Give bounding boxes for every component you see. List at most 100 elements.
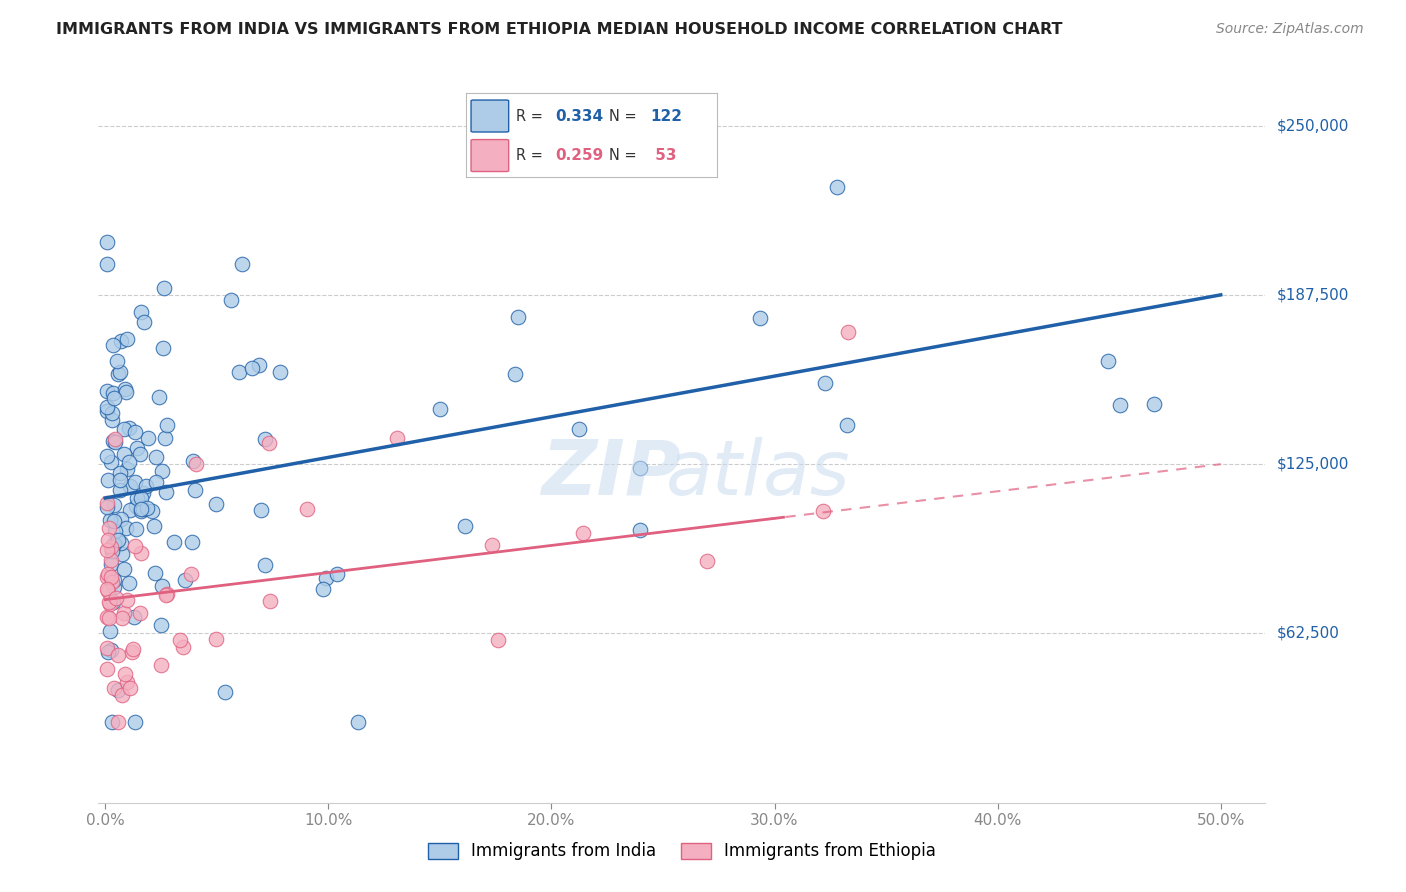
Text: $250,000: $250,000 <box>1277 118 1348 133</box>
Point <box>156 587 179 601</box>
Point <box>111 611 134 625</box>
Point <box>124 425 146 440</box>
Point <box>100 570 122 584</box>
Point <box>1143 397 1166 411</box>
Point <box>97 473 120 487</box>
Text: $62,500: $62,500 <box>1277 626 1340 641</box>
Point <box>124 475 146 490</box>
Point <box>149 658 172 673</box>
Point <box>104 432 127 446</box>
Point <box>142 519 165 533</box>
Point <box>128 607 150 621</box>
Point <box>132 502 155 516</box>
Point <box>112 562 135 576</box>
Point <box>506 310 529 324</box>
Point <box>572 526 595 541</box>
Point <box>214 685 236 699</box>
Point <box>96 641 118 656</box>
Text: Source: ZipAtlas.com: Source: ZipAtlas.com <box>1216 22 1364 37</box>
Point <box>108 365 131 379</box>
Text: IMMIGRANTS FROM INDIA VS IMMIGRANTS FROM ETHIOPIA MEDIAN HOUSEHOLD INCOME CORREL: IMMIGRANTS FROM INDIA VS IMMIGRANTS FROM… <box>56 22 1063 37</box>
Point <box>131 486 153 500</box>
Point <box>124 714 146 729</box>
Point <box>101 406 124 420</box>
Point <box>100 642 122 657</box>
Point <box>118 455 141 469</box>
Point <box>115 462 138 476</box>
Point <box>145 450 167 464</box>
Point <box>101 337 124 351</box>
Point <box>481 538 503 552</box>
Point <box>385 431 408 445</box>
Point <box>96 570 118 584</box>
Point <box>628 461 651 475</box>
Point <box>97 521 120 535</box>
Point <box>118 421 141 435</box>
Point <box>129 447 152 461</box>
Point <box>148 390 170 404</box>
Point <box>104 434 127 449</box>
Point <box>107 533 129 548</box>
Point <box>249 503 271 517</box>
Point <box>100 540 122 554</box>
Point <box>247 358 270 372</box>
Point <box>503 368 526 382</box>
Point <box>259 436 281 450</box>
Point <box>134 315 156 329</box>
Point <box>181 454 204 468</box>
Point <box>97 611 120 625</box>
Text: $125,000: $125,000 <box>1277 457 1348 472</box>
Point <box>98 513 121 527</box>
Point <box>295 501 318 516</box>
Point <box>101 385 124 400</box>
Point <box>429 401 451 416</box>
Point <box>103 498 125 512</box>
Point <box>155 588 177 602</box>
Point <box>186 458 208 472</box>
Point <box>184 483 207 497</box>
Point <box>103 537 125 551</box>
Point <box>107 648 129 662</box>
Point <box>124 539 146 553</box>
Point <box>150 463 173 477</box>
Point <box>96 384 118 398</box>
Point <box>135 500 157 515</box>
Point <box>110 334 132 348</box>
Point <box>120 479 142 493</box>
Text: $187,500: $187,500 <box>1277 287 1348 302</box>
Point <box>454 519 477 533</box>
Point <box>96 500 118 514</box>
Point <box>96 449 118 463</box>
Point <box>122 642 145 657</box>
Point <box>813 504 835 518</box>
Point <box>696 554 718 568</box>
Point <box>96 609 118 624</box>
Point <box>100 574 122 589</box>
Point <box>103 574 125 588</box>
Point <box>105 353 128 368</box>
Point <box>111 689 134 703</box>
Point <box>96 400 118 414</box>
Point <box>98 595 121 609</box>
Point <box>145 475 167 489</box>
Point <box>204 497 226 511</box>
Point <box>749 310 772 325</box>
Point <box>120 681 142 696</box>
Point <box>152 281 174 295</box>
Point <box>156 417 179 432</box>
Point <box>96 662 118 676</box>
Legend: Immigrants from India, Immigrants from Ethiopia: Immigrants from India, Immigrants from E… <box>427 842 936 860</box>
Point <box>129 305 152 319</box>
Point <box>100 454 122 468</box>
Point <box>112 422 135 436</box>
Point <box>163 535 186 549</box>
Point <box>205 632 228 646</box>
Point <box>231 257 253 271</box>
Point <box>96 582 118 596</box>
Point <box>101 544 124 558</box>
Point <box>312 582 335 597</box>
Point <box>129 546 152 560</box>
Point <box>112 606 135 620</box>
Point <box>101 714 124 729</box>
Point <box>150 579 173 593</box>
